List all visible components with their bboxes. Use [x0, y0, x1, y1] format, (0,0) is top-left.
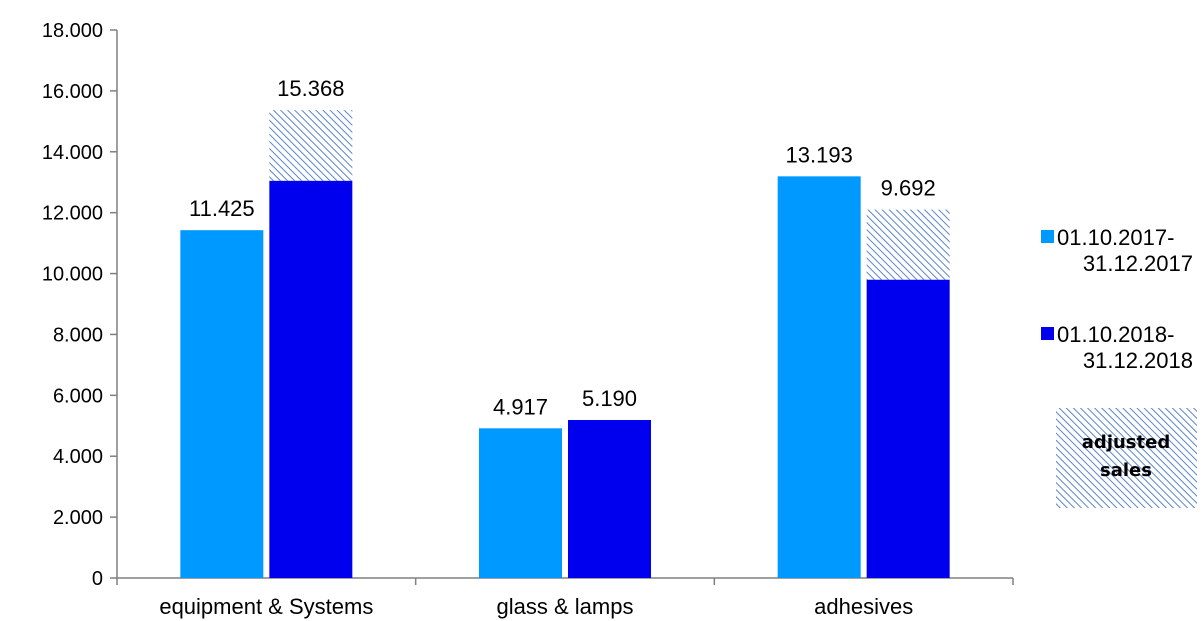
data-label: 9.692: [881, 176, 936, 201]
bar: [269, 180, 353, 578]
legend-label: 01.10.2018-: [1057, 322, 1174, 347]
category-label: adhesives: [814, 594, 913, 619]
legend-label: 01.10.2017-: [1057, 225, 1174, 250]
data-label: 13.193: [786, 142, 853, 167]
bar: [180, 230, 264, 578]
y-tick-label: 12.000: [42, 203, 103, 225]
legend-label: 31.12.2017: [1083, 251, 1193, 276]
legend: 01.10.2017-31.12.2017 01.10.2018-31.12.20…: [1041, 225, 1197, 508]
data-labels: 11.425 15.368 4.917 5.190 13.193 9.692: [189, 76, 936, 419]
y-tick-label: 18.000: [42, 20, 103, 42]
bar: [568, 419, 651, 578]
bar: [866, 279, 950, 578]
legend-swatch: [1041, 230, 1054, 243]
y-tick-label: 0: [92, 568, 103, 590]
adjusted-sales-label: adjusted: [1082, 432, 1170, 453]
legend-swatch: [1041, 327, 1054, 340]
y-tick-label: 14.000: [42, 142, 103, 164]
adjusted-sales-segment: [866, 209, 950, 280]
adjusted-sales-label: sales: [1100, 460, 1152, 481]
bar: [777, 176, 861, 579]
y-tick-label: 6.000: [53, 385, 103, 407]
data-label: 5.190: [582, 386, 637, 411]
legend-label: 31.12.2018: [1083, 348, 1193, 373]
category-label: glass & lamps: [497, 594, 634, 619]
y-tick-label: 4.000: [53, 446, 103, 468]
adjusted-sales-swatch: [1056, 408, 1197, 508]
y-tick-label: 8.000: [53, 324, 103, 346]
bars: [180, 110, 950, 579]
y-tick-label: 16.000: [42, 81, 103, 103]
adjusted-sales-segment: [269, 110, 353, 181]
bar: [479, 428, 562, 578]
data-label: 11.425: [189, 196, 255, 221]
category-label: equipment & Systems: [159, 594, 373, 619]
data-label: 4.917: [493, 394, 548, 419]
axes: 0 2.000 4.000 6.000 8.000 10.000 12.000 14.000 1…: [42, 20, 1014, 619]
y-tick-label: 2.000: [53, 507, 103, 529]
y-tick-label: 10.000: [42, 264, 103, 286]
data-label: 15.368: [277, 76, 344, 101]
